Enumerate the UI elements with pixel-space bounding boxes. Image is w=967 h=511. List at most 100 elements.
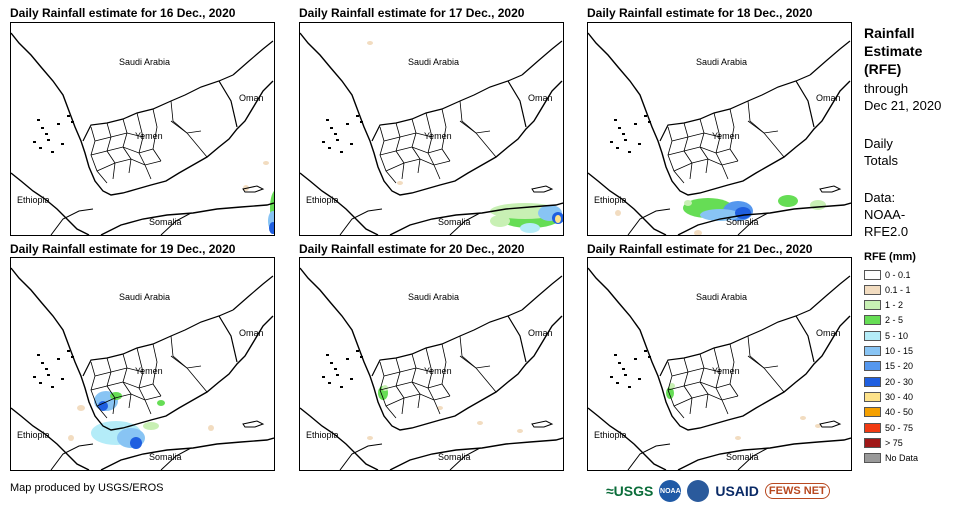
label-somalia: Somalia [149,452,182,462]
ethiopia-border [50,208,94,235]
rainfall-area [437,406,443,410]
admin-boundary [94,132,144,142]
legend-totals: Totals [864,153,898,168]
admin-boundary [170,100,202,134]
admin-boundary [170,335,202,369]
rainfall-area [208,425,214,431]
legend-class-label: 2 - 5 [885,315,904,326]
rainfall-map-svg: Saudi Arabia Oman Yemen Ethiopia Somalia [588,267,851,470]
panel-title-6: Daily Rainfall estimate for 21 Dec., 202… [587,242,813,256]
legend-class-label: 20 - 30 [885,376,914,387]
island [616,147,619,149]
legend-class-label: 30 - 40 [885,391,914,402]
rainfall-area [517,429,523,433]
africa-coastline [588,407,851,470]
saudi-oman-border [521,275,563,311]
island [47,374,50,376]
island [638,378,641,380]
somalia-border [449,447,481,470]
island [45,368,48,370]
rainfall-area [397,181,403,185]
admin-boundary [673,158,739,172]
rainfall-area [684,200,692,206]
island [57,358,60,360]
legend-class-label: No Data [885,453,919,464]
legend-swatch [864,376,881,387]
admin-boundary [459,355,497,393]
rainfall-area [130,437,142,449]
island [346,358,349,360]
label-saudi-arabia: Saudi Arabia [119,292,170,302]
legend-rfe-title: RFE (mm) [864,251,916,263]
admin-boundary [459,100,491,134]
admin-boundary [459,335,491,369]
admin-boundary [729,108,739,162]
admin-boundary [94,367,144,377]
island [622,133,625,135]
rainfall-area [800,416,806,420]
island [614,354,617,356]
legend-class-label: > 75 [885,437,903,448]
island [614,119,617,121]
island [336,139,339,141]
label-oman: Oman [528,328,553,338]
legend-class-2: 1 - 2 [864,299,903,312]
admin-boundary [96,393,162,407]
island [356,350,359,352]
label-saudi-arabia: Saudi Arabia [696,57,747,67]
label-somalia: Somalia [726,217,759,227]
rainfall-map-svg: Saudi Arabia Oman Yemen Ethiopia Somalia [300,267,563,470]
island [628,386,631,388]
island [624,374,627,376]
map-panel-3: Saudi Arabia Oman Yemen Ethiopia Somalia [587,22,852,236]
island [41,362,44,364]
label-saudi-arabia: Saudi Arabia [696,292,747,302]
socotra-island [531,185,554,193]
coastline [300,267,563,431]
island [33,376,36,378]
africa-coastline [588,172,851,235]
island [326,354,329,356]
rainfall-area [68,435,74,441]
label-saudi-arabia: Saudi Arabia [408,292,459,302]
somalia-border [160,212,192,235]
map-panel-6: Saudi Arabia Oman Yemen Ethiopia Somalia [587,257,852,471]
admin-boundary [170,120,208,158]
legend-title: Rainfall Estimate (RFE) [864,24,922,78]
legend-class-label: 0 - 0.1 [885,269,911,280]
island [334,133,337,135]
island [336,374,339,376]
rainfall-area [778,195,798,207]
label-somalia: Somalia [149,217,182,227]
admin-boundary [170,355,208,393]
socotra-island [819,185,842,193]
socotra-island [242,420,265,428]
coastline [588,267,851,431]
island [330,362,333,364]
legend-class-4: 5 - 10 [864,329,908,342]
noaa-logo: NOAA [659,480,682,502]
admin-boundary [122,353,132,409]
label-yemen: Yemen [424,366,452,376]
usaid-logo: USAID [715,483,759,499]
admin-boundary [699,353,709,409]
island [328,382,331,384]
admin-boundary [385,393,451,407]
legend-class-label: 15 - 20 [885,361,914,372]
yemen-oman-border [218,80,238,128]
yemen-oman-border [795,80,815,128]
admin-boundary [122,118,132,174]
island [37,119,40,121]
admin-boundary [729,343,739,397]
legend-swatch [864,407,881,418]
legend-daily: Daily [864,136,893,151]
admin-boundary [699,118,709,174]
admin-boundary [379,381,443,391]
map-panel-5: Saudi Arabia Oman Yemen Ethiopia Somalia [299,257,564,471]
island [340,151,343,153]
label-yemen: Yemen [135,366,163,376]
yemen-oman-border [507,80,527,128]
label-somalia: Somalia [726,452,759,462]
label-ethiopia: Ethiopia [306,430,339,440]
ethiopia-border [627,443,671,470]
